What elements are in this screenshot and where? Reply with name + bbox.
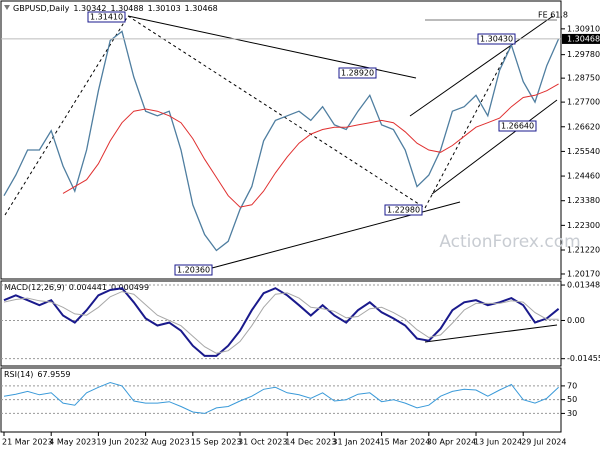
series-line [3, 287, 560, 357]
y-tick-label: 1.28750 [567, 74, 600, 83]
y-tick-label: 70 [567, 381, 577, 390]
price-panel [0, 0, 562, 280]
dashed-line [424, 37, 516, 209]
rsi-value: 67.9559 [37, 370, 70, 379]
x-tick-label: 2 Aug 2023 [144, 438, 190, 447]
x-tick-label: 21 Mar 2023 [2, 438, 53, 447]
annotation: FE 61.8 [538, 11, 568, 20]
x-tick-label: 31 Oct 2023 [238, 438, 287, 447]
signal-value: 0.000499 [111, 283, 149, 292]
y-tick-label: 1.23380 [567, 196, 600, 205]
macd-trendline [424, 324, 558, 343]
y-tick-label: 1.27700 [567, 98, 600, 107]
annotation: 1.26640 [501, 122, 534, 131]
annotation: 1.31410 [90, 13, 123, 22]
annotation-box [87, 11, 126, 23]
channel-line [431, 99, 558, 195]
rsi-title: RSI(14) [4, 370, 33, 379]
y-tick-label: 1.24460 [567, 172, 600, 181]
series-line [3, 291, 559, 354]
macd-value: 0.004441 [69, 283, 107, 292]
price-box [562, 33, 600, 44]
x-tick-label: 19 Jun 2023 [96, 438, 144, 447]
y-tick-label: 1.22300 [567, 221, 600, 230]
y-tick-label: 1.25540 [567, 147, 600, 156]
y-tick-label: 50 [567, 395, 577, 404]
macd-header: MACD(12,26,9) 0.004441 0.000499 [4, 283, 149, 292]
y-tick-label: 0.013489 [567, 281, 600, 290]
x-tick-label: 29 Jul 2024 [521, 438, 566, 447]
y-tick-label: 1.20170 [567, 269, 600, 278]
watermark: ActionForex.com [439, 232, 580, 252]
dashed-line [127, 15, 426, 209]
series-line [3, 381, 559, 414]
x-tick-label: 4 May 2023 [49, 438, 96, 447]
y-tick-label: 30 [567, 409, 577, 418]
series-line [62, 83, 559, 208]
x-tick-label: 31 Jan 2024 [332, 438, 380, 447]
chart-title: GBPUSD,Daily [13, 4, 70, 13]
y-tick-label: 1.30910 [567, 24, 600, 33]
macd-title: MACD(12,26,9) [4, 283, 65, 292]
price-label: 1.30468 [567, 34, 600, 43]
open-value: 1.30342 [73, 4, 106, 13]
annotation: 1.28920 [341, 69, 374, 78]
annotation-box [477, 33, 516, 45]
symbol-icon [4, 5, 10, 10]
y-tick-label: -0.014554 [567, 354, 600, 363]
annotation-box [498, 120, 537, 132]
x-tick-label: 30 Apr 2024 [427, 438, 476, 447]
y-tick-label: 1.21220 [567, 246, 600, 255]
annotation: 1.22980 [387, 206, 420, 215]
x-tick-label: 13 Jun 2024 [474, 438, 522, 447]
x-tick-label: 15 Mar 2024 [380, 438, 431, 447]
y-tick-label: 0.00 [567, 316, 585, 325]
low-value: 1.30103 [148, 4, 181, 13]
annotation: 1.30430 [480, 35, 513, 44]
x-tick-label: 14 Dec 2023 [285, 438, 336, 447]
y-tick-label: 1.29780 [567, 50, 600, 59]
close-value: 1.30468 [185, 4, 218, 13]
channel-line [409, 15, 554, 117]
y-tick-label: 1.26620 [567, 122, 600, 131]
annotation: 1.20360 [177, 266, 210, 275]
x-tick-label: 15 Sep 2023 [191, 438, 242, 447]
macd-panel [0, 280, 562, 367]
high-value: 1.30488 [110, 4, 143, 13]
annotation-box [384, 204, 423, 216]
series-line [3, 30, 560, 252]
annotation-box [174, 264, 213, 276]
rsi-header: RSI(14) 67.9559 [4, 370, 71, 379]
chart-header: GBPUSD,Daily 1.30342 1.30488 1.30103 1.30468 [13, 4, 218, 13]
annotation-box [338, 67, 377, 79]
